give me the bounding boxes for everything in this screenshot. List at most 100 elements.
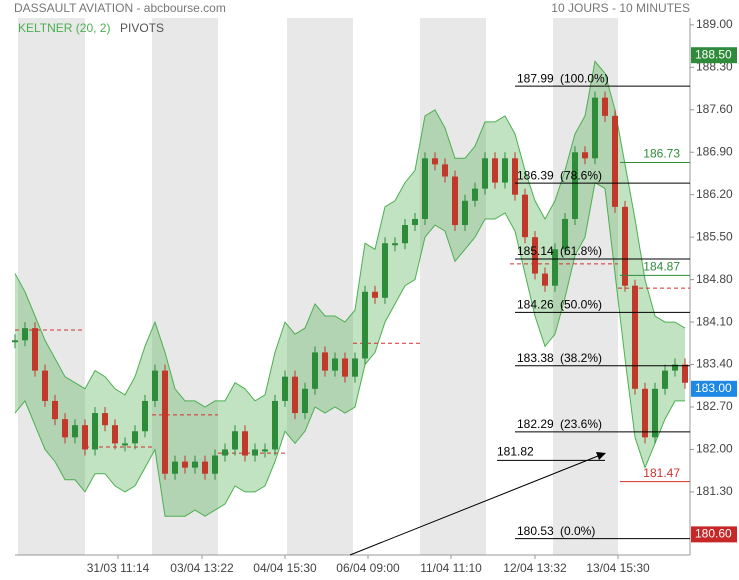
candle: [592, 97, 598, 159]
keltner-upper: [14, 60, 686, 408]
candle: [52, 400, 58, 420]
candle: [662, 370, 668, 389]
fib-pct: (23.6%): [560, 417, 602, 431]
candle: [582, 152, 588, 159]
candle: [382, 243, 388, 298]
candle: [282, 376, 288, 401]
y-tick-label: 183.40: [696, 357, 733, 371]
indicator-label: KELTNER (20, 2): [18, 21, 110, 35]
candle: [622, 206, 628, 286]
fib-price: 180.53: [517, 524, 554, 538]
candle: [562, 218, 568, 250]
x-tick-label: 03/04 13:22: [170, 561, 234, 575]
fib-pct: (100.0%): [560, 71, 609, 85]
candle: [152, 370, 158, 401]
candle: [342, 358, 348, 377]
fib-pct: (50.0%): [560, 298, 602, 312]
day-shading: [18, 18, 618, 555]
y-tick-label: 185.50: [696, 229, 733, 243]
candle: [512, 158, 518, 195]
fib-price: 184.26: [517, 298, 554, 312]
candle: [132, 431, 138, 444]
fib-price: 186.39: [517, 168, 554, 182]
candle: [12, 340, 18, 343]
candle: [362, 291, 368, 359]
pivot-level-label: 184.87: [643, 260, 680, 274]
candle: [42, 370, 48, 401]
candle: [372, 291, 378, 298]
chart-title: DASSAULT AVIATION - abcbourse.com: [14, 1, 226, 15]
y-tick-label: 184.10: [696, 314, 733, 328]
day-band: [18, 18, 85, 555]
x-tick-label: 06/04 09:00: [336, 561, 400, 575]
arrow-head: [596, 452, 606, 460]
candle: [62, 419, 68, 438]
fib-pct: (0.0%): [560, 524, 595, 538]
fib-pct: (38.2%): [560, 351, 602, 365]
candle: [162, 370, 168, 474]
candle: [432, 158, 438, 165]
chart-subtitle: 10 JOURS - 10 MINUTES: [551, 1, 690, 15]
candle: [222, 449, 228, 456]
plot: 189.00188.30187.60186.90186.20185.50184.…: [12, 17, 737, 575]
candle: [122, 443, 128, 446]
candle: [652, 388, 658, 438]
indicator-label: PIVOTS: [120, 21, 164, 35]
x-tick-label: 11/04 11:10: [420, 561, 482, 575]
candle: [272, 400, 278, 450]
fib-price: 183.38: [517, 351, 554, 365]
fib-pct: (78.6%): [560, 168, 602, 182]
y-tick-label: 186.90: [696, 144, 733, 158]
candle: [292, 376, 298, 414]
price-marker: [691, 47, 737, 64]
candle: [312, 352, 318, 389]
candle: [642, 388, 648, 438]
fib-price: 187.99: [517, 71, 554, 85]
candle: [72, 425, 78, 438]
candle: [102, 413, 108, 426]
y-tick-label: 182.70: [696, 399, 733, 413]
y-tick-label: 186.20: [696, 187, 733, 201]
candle: [482, 158, 488, 189]
price-marker: [691, 526, 737, 543]
candle: [402, 225, 408, 244]
candle: [22, 328, 28, 341]
candle: [322, 352, 328, 371]
x-tick-label: 13/04 15:30: [586, 561, 650, 575]
candle: [672, 364, 678, 371]
candle: [142, 400, 148, 432]
candle: [252, 449, 258, 456]
candle: [612, 115, 618, 207]
day-band: [287, 18, 353, 555]
fib-price: 185.14: [517, 244, 554, 258]
candle: [632, 285, 638, 389]
candle: [442, 164, 448, 177]
candle: [212, 455, 218, 474]
candle: [172, 461, 178, 474]
price-marker-label: 188.50: [695, 47, 732, 61]
price-marker: [691, 380, 737, 397]
candle: [492, 158, 498, 183]
candle: [682, 364, 688, 383]
candle: [422, 158, 428, 219]
candle: [392, 243, 398, 246]
fib-pct: (61.8%): [560, 244, 602, 258]
x-tick-label: 31/03 11:14: [87, 561, 150, 575]
candle: [352, 358, 358, 377]
y-tick-label: 182.00: [696, 442, 733, 456]
candle: [182, 461, 188, 468]
candle: [82, 425, 88, 450]
candle: [242, 431, 248, 456]
candle: [552, 249, 558, 286]
candle: [302, 388, 308, 414]
y-tick-label: 184.80: [696, 272, 733, 286]
candle: [112, 425, 118, 444]
support-label: 181.82: [497, 445, 534, 459]
candle: [522, 194, 528, 238]
candle: [232, 431, 238, 450]
pivot-level-label: 186.73: [643, 147, 680, 161]
price-marker-label: 183.00: [695, 381, 732, 395]
pivot-level-label: 181.47: [643, 466, 680, 480]
candle: [472, 188, 478, 201]
